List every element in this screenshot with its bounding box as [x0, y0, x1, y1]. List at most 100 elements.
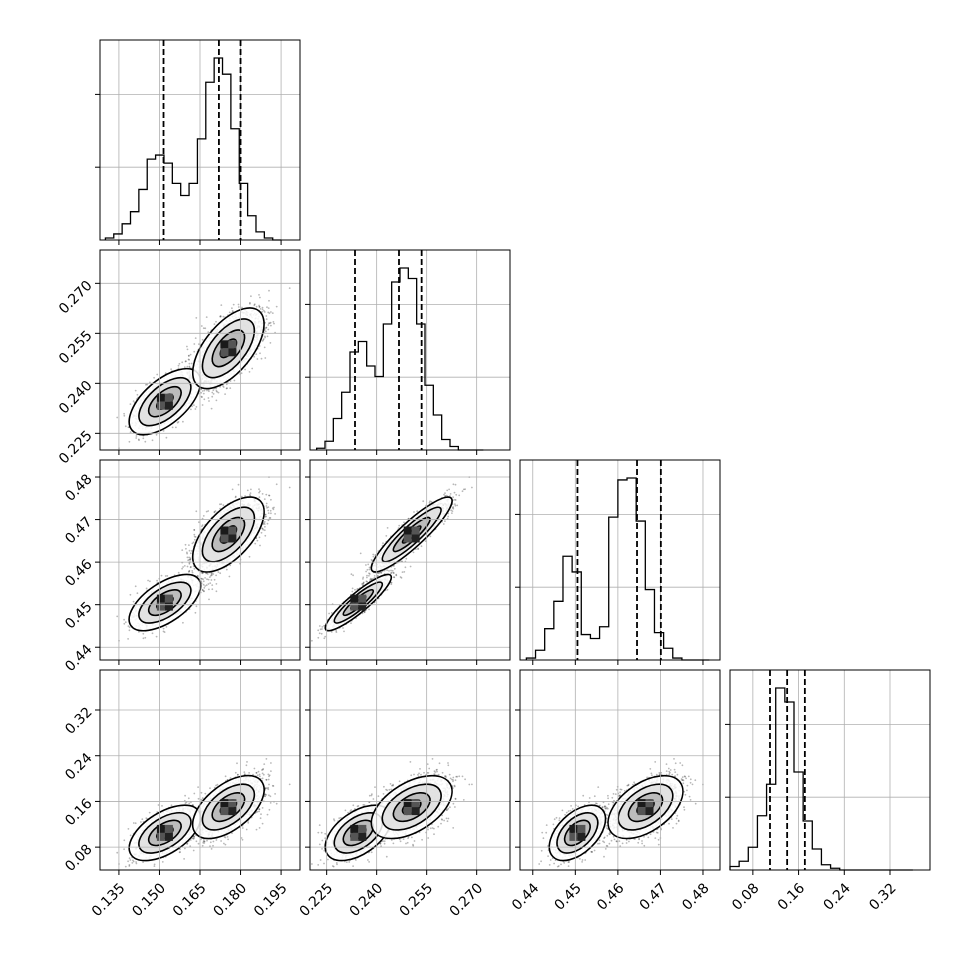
- sample-point: [202, 327, 205, 330]
- sample-point: [203, 389, 206, 392]
- sample-point: [264, 525, 266, 528]
- sample-point: [191, 405, 194, 408]
- sample-point: [263, 346, 266, 349]
- sample-point: [265, 315, 268, 317]
- sample-point: [177, 364, 180, 367]
- sample-point: [255, 353, 258, 355]
- sample-point: [147, 579, 150, 582]
- panel-frame: [99, 39, 301, 241]
- sample-point: [129, 403, 132, 405]
- sample-point: [219, 315, 222, 318]
- sample-point: [233, 379, 236, 382]
- sample-point: [232, 303, 235, 306]
- sample-point: [263, 311, 266, 313]
- sample-point: [262, 522, 265, 525]
- sample-point: [132, 600, 135, 603]
- sample-point: [225, 383, 228, 386]
- density-cell: [228, 348, 237, 357]
- histogram-step: [729, 687, 913, 871]
- sample-point: [200, 391, 203, 394]
- sample-point: [264, 336, 266, 339]
- sample-point: [259, 296, 261, 299]
- sample-point: [202, 580, 205, 583]
- sample-point: [198, 521, 200, 524]
- sample-point: [192, 541, 195, 544]
- sample-point: [123, 622, 126, 625]
- sample-point: [195, 605, 198, 608]
- density-cell: [156, 393, 165, 402]
- sample-point: [190, 408, 192, 411]
- sample-point: [272, 508, 275, 511]
- sample-point: [268, 322, 270, 325]
- sample-point: [190, 550, 193, 552]
- sample-point: [136, 393, 139, 396]
- sample-point: [124, 621, 127, 624]
- sample-point: [191, 542, 194, 545]
- sample-point: [204, 585, 207, 587]
- sample-point: [215, 387, 218, 390]
- sample-point: [189, 558, 192, 561]
- sample-point: [123, 618, 125, 621]
- sample-point: [259, 308, 262, 310]
- sample-point: [207, 331, 210, 333]
- sample-point: [258, 496, 261, 499]
- sample-point: [259, 352, 261, 355]
- panel-frame: [99, 249, 301, 451]
- sample-point: [207, 578, 210, 581]
- sample-point: [188, 355, 190, 357]
- sample-point: [187, 559, 190, 562]
- sample-point: [246, 489, 249, 492]
- sample-point: [261, 527, 264, 530]
- sample-point: [151, 632, 154, 635]
- sample-point: [202, 578, 205, 581]
- sample-point: [211, 588, 214, 591]
- sample-point: [123, 414, 126, 417]
- sample-point: [275, 305, 278, 308]
- sample-point: [222, 385, 224, 387]
- sample-point: [201, 517, 204, 520]
- sample-point: [261, 308, 264, 311]
- sample-point: [258, 294, 260, 296]
- sample-point: [273, 322, 275, 325]
- sample-point: [135, 435, 138, 437]
- sample-point: [265, 505, 268, 507]
- sample-point: [202, 392, 205, 395]
- sample-point: [222, 386, 225, 388]
- sample-point: [190, 566, 192, 568]
- sample-point: [258, 536, 261, 539]
- sample-point: [288, 486, 291, 489]
- sample-point: [266, 335, 269, 338]
- sample-point: [201, 572, 204, 575]
- sample-point: [200, 388, 203, 391]
- sample-point: [250, 295, 252, 298]
- sample-point: [201, 390, 204, 392]
- sample-point: [146, 383, 149, 386]
- sample-point: [263, 309, 265, 312]
- sample-point: [249, 493, 251, 496]
- sample-point: [138, 439, 140, 442]
- sample-point: [265, 318, 268, 320]
- density-cell: [164, 393, 173, 402]
- sample-point: [258, 491, 260, 494]
- sample-point: [194, 408, 197, 410]
- sample-point: [195, 406, 198, 408]
- sample-point: [129, 593, 132, 596]
- sample-point: [262, 528, 265, 531]
- sample-point: [208, 598, 210, 601]
- sample-point: [261, 306, 264, 309]
- sample-point: [142, 637, 145, 640]
- sample-point: [258, 304, 260, 307]
- sample-point: [137, 438, 140, 441]
- sample-point: [193, 529, 196, 531]
- sample-point: [181, 567, 184, 570]
- sample-point: [188, 359, 191, 361]
- sample-point: [265, 493, 268, 496]
- sample-point: [205, 572, 207, 575]
- sample-point: [231, 310, 234, 312]
- sample-point: [177, 421, 180, 423]
- sample-point: [207, 397, 210, 399]
- sample-point: [181, 549, 184, 551]
- histogram-4: [725, 670, 930, 875]
- sample-point: [215, 399, 218, 402]
- sample-point: [215, 583, 218, 585]
